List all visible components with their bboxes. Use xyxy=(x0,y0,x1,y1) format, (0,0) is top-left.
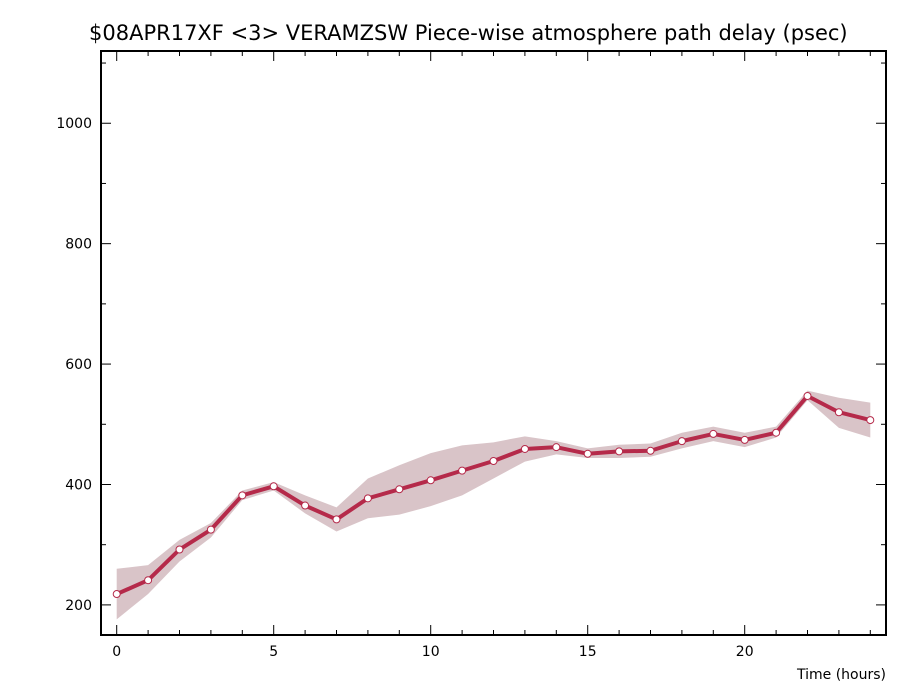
data-point xyxy=(866,416,875,425)
y-tick-label: 1000 xyxy=(56,116,92,132)
data-point xyxy=(489,457,498,466)
x-tick-label: 10 xyxy=(422,644,440,660)
data-point xyxy=(552,443,561,452)
x-tick-label: 15 xyxy=(579,644,597,660)
data-point xyxy=(834,408,843,417)
y-tick-label: 800 xyxy=(65,237,92,253)
error-band xyxy=(116,390,871,620)
x-axis-tick-labels: 0 5 10 15 20 xyxy=(112,644,753,660)
data-point xyxy=(709,429,718,438)
plot-frame xyxy=(100,50,887,636)
data-point xyxy=(677,437,686,446)
data-points xyxy=(112,391,875,599)
data-point xyxy=(740,435,749,444)
data-point xyxy=(803,391,812,400)
data-point xyxy=(583,449,592,458)
delay-line xyxy=(115,393,871,596)
data-point xyxy=(646,446,655,455)
x-tick-label: 5 xyxy=(269,644,278,660)
data-point xyxy=(395,485,404,494)
data-point xyxy=(615,447,624,456)
x-axis-label: Time (hours) xyxy=(796,667,886,683)
data-point xyxy=(426,476,435,485)
data-point xyxy=(332,515,341,524)
data-point xyxy=(269,482,278,491)
x-axis-ticks xyxy=(116,51,871,635)
x-tick-label: 0 xyxy=(112,644,121,660)
y-tick-label: 200 xyxy=(65,598,92,614)
data-point xyxy=(458,466,467,475)
data-point xyxy=(363,494,372,503)
y-axis-ticks xyxy=(101,62,886,606)
y-tick-label: 600 xyxy=(65,357,92,373)
data-point xyxy=(206,525,215,534)
data-point xyxy=(175,545,184,554)
y-tick-label: 400 xyxy=(65,477,92,493)
series-line xyxy=(115,393,871,596)
uncertainty-band xyxy=(116,390,871,620)
data-point xyxy=(301,501,310,510)
data-point xyxy=(144,576,153,585)
chart-title: $08APR17XF <3> VERAMZSW Piece-wise atmos… xyxy=(89,21,848,45)
data-point xyxy=(772,428,781,437)
y-axis-tick-labels: 200 400 600 800 1000 xyxy=(56,116,92,614)
data-point xyxy=(238,491,247,500)
x-tick-label: 20 xyxy=(736,644,754,660)
data-point xyxy=(112,590,121,599)
data-point xyxy=(520,444,529,453)
